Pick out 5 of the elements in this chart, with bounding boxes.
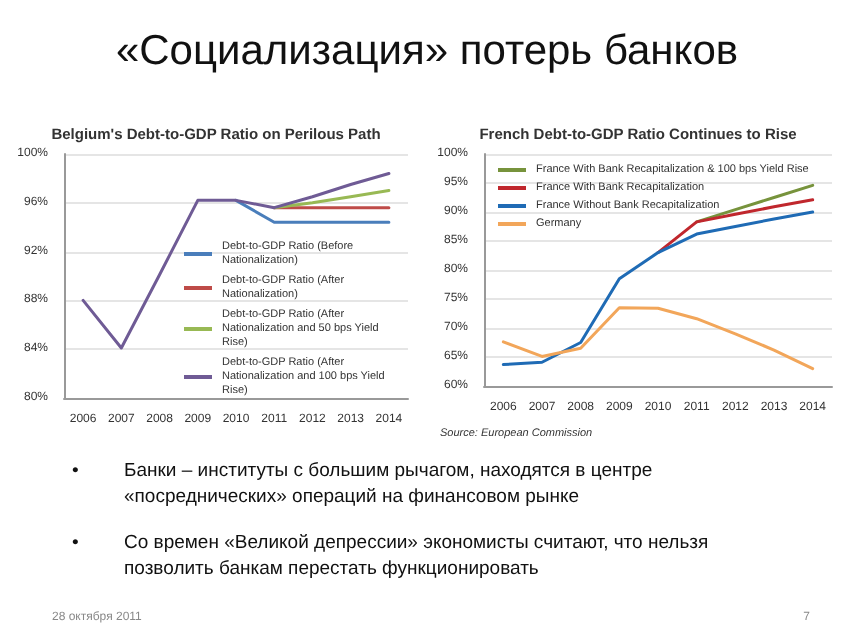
text: • — [72, 530, 81, 558]
text: «Социализация» потерь банков — [113, 26, 741, 76]
text: • — [72, 458, 81, 486]
text: Банки – институты с большим рычагом, находятся в центре «посреднических» операций на финансовом рынке — [124, 458, 655, 510]
text: Со времен «Великой депрессии» экономисты считают, что нельзя позволить банкам перестать функционировать — [124, 530, 711, 582]
